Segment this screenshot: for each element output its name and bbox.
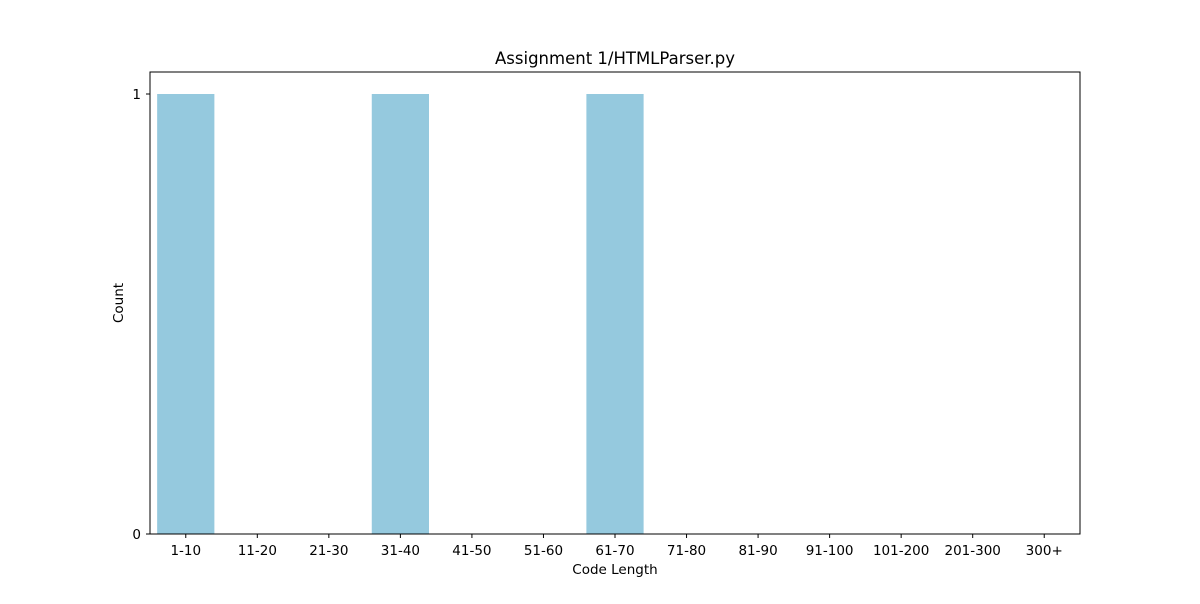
x-tick-label: 101-200 — [873, 543, 929, 559]
x-tick-label: 71-80 — [667, 543, 706, 559]
y-tick-label: 1 — [132, 87, 141, 103]
bar-31-40 — [371, 94, 429, 534]
x-axis-label: Code Length — [572, 562, 657, 578]
x-tick-label: 91-100 — [806, 543, 854, 559]
bar-1-10 — [157, 94, 215, 534]
chart-title: Assignment 1/HTMLParser.py — [495, 49, 735, 68]
x-tick-label: 31-40 — [381, 543, 420, 559]
x-tick-label: 21-30 — [309, 543, 348, 559]
y-axis-label: Count — [111, 283, 127, 323]
x-tick-label: 51-60 — [524, 543, 563, 559]
x-tick-label: 1-10 — [170, 543, 201, 559]
x-tick-label: 41-50 — [452, 543, 491, 559]
x-tick-label: 201-300 — [944, 543, 1000, 559]
x-axis: 1-10 11-20 21-30 31-40 41-50 51-60 61-70 71-80 8… — [170, 534, 1063, 559]
y-tick-label: 0 — [132, 527, 141, 543]
x-tick-label: 81-90 — [738, 543, 777, 559]
x-tick-label: 11-20 — [238, 543, 277, 559]
y-axis: 01 — [132, 87, 150, 543]
bar-61-70 — [586, 94, 644, 534]
bars-layer — [157, 94, 644, 534]
x-tick-label: 300+ — [1026, 543, 1063, 559]
x-tick-label: 61-70 — [595, 543, 634, 559]
